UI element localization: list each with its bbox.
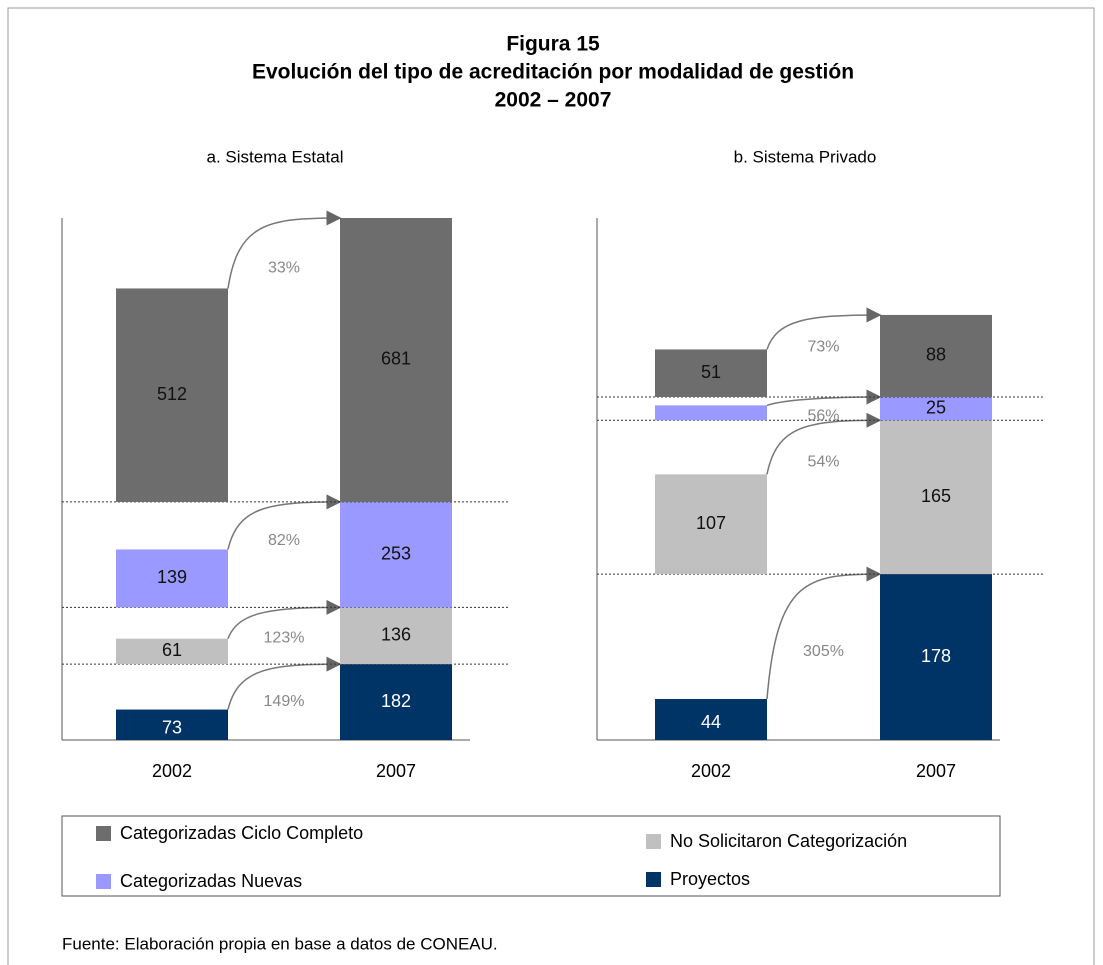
bar-segment bbox=[880, 396, 992, 421]
x-tick-label: 2007 bbox=[376, 761, 416, 781]
value-label: 512 bbox=[157, 384, 187, 404]
growth-label: 82% bbox=[268, 532, 300, 549]
legend-swatch bbox=[646, 834, 661, 849]
bar-segment bbox=[880, 314, 992, 397]
value-label: 139 bbox=[157, 567, 187, 587]
bar-segment bbox=[340, 218, 452, 502]
growth-label: 56% bbox=[807, 407, 839, 424]
bar-segment bbox=[655, 349, 767, 397]
source: Fuente: Elaboración propia en base a dat… bbox=[62, 934, 498, 953]
growth-arrow bbox=[766, 412, 882, 475]
legend-swatch bbox=[96, 826, 111, 841]
value-label: 73 bbox=[162, 718, 182, 738]
growth-label: 33% bbox=[268, 259, 300, 276]
bar-segment bbox=[116, 709, 228, 740]
bar-segment bbox=[340, 664, 452, 740]
bar-segment bbox=[655, 474, 767, 575]
value-label: 165 bbox=[921, 486, 951, 506]
figure-subtitle: Evolución del tipo de acreditación por m… bbox=[252, 61, 854, 84]
value-label: 25 bbox=[926, 397, 946, 417]
bar-segment bbox=[116, 288, 228, 502]
bar-segment bbox=[880, 574, 992, 740]
x-tick-label: 2002 bbox=[152, 761, 192, 781]
x-tick-label: 2007 bbox=[916, 761, 956, 781]
growth-label: 123% bbox=[264, 629, 305, 646]
bar-segment bbox=[880, 420, 992, 575]
value-label: 178 bbox=[921, 646, 951, 666]
growth-label: 73% bbox=[807, 338, 839, 355]
growth-arrow bbox=[227, 656, 342, 710]
growth-arrow bbox=[227, 599, 342, 639]
value-label: 88 bbox=[926, 345, 946, 365]
bar-segment bbox=[655, 698, 767, 740]
legend-swatch bbox=[646, 872, 661, 887]
growth-arrow bbox=[227, 494, 342, 550]
value-label: 136 bbox=[381, 625, 411, 645]
value-label: 51 bbox=[701, 362, 721, 382]
value-label: 107 bbox=[696, 513, 726, 533]
chart-title: a. Sistema Estatal bbox=[206, 147, 343, 166]
value-label: 253 bbox=[381, 543, 411, 563]
bar-segment bbox=[340, 501, 452, 608]
legend-label: No Solicitaron Categorización bbox=[670, 831, 907, 851]
figure-title: Figura 15 bbox=[506, 33, 600, 56]
bar-segment bbox=[655, 405, 767, 421]
frame bbox=[7, 7, 1095, 965]
value-label: 681 bbox=[381, 349, 411, 369]
value-label: 44 bbox=[701, 712, 721, 732]
growth-label: 149% bbox=[264, 693, 305, 710]
growth-arrow bbox=[766, 389, 882, 407]
legend-label: Categorizadas Ciclo Completo bbox=[120, 823, 363, 843]
value-label: 61 bbox=[162, 640, 182, 660]
growth-label: 305% bbox=[803, 643, 844, 660]
legend-swatch bbox=[96, 874, 111, 889]
growth-arrow bbox=[766, 307, 882, 350]
value-label: 182 bbox=[381, 691, 411, 711]
bar-segment bbox=[116, 638, 228, 665]
figure-period: 2002 – 2007 bbox=[495, 89, 612, 112]
bar-segment bbox=[116, 549, 228, 608]
legend-label: Categorizadas Nuevas bbox=[120, 871, 302, 891]
x-tick-label: 2002 bbox=[691, 761, 731, 781]
chart-title: b. Sistema Privado bbox=[734, 147, 877, 166]
legend-label: Proyectos bbox=[670, 869, 750, 889]
bar-segment bbox=[340, 607, 452, 665]
legend-box bbox=[61, 815, 1001, 897]
growth-label: 54% bbox=[807, 454, 839, 471]
growth-arrow bbox=[766, 566, 882, 700]
growth-arrow bbox=[227, 210, 342, 289]
